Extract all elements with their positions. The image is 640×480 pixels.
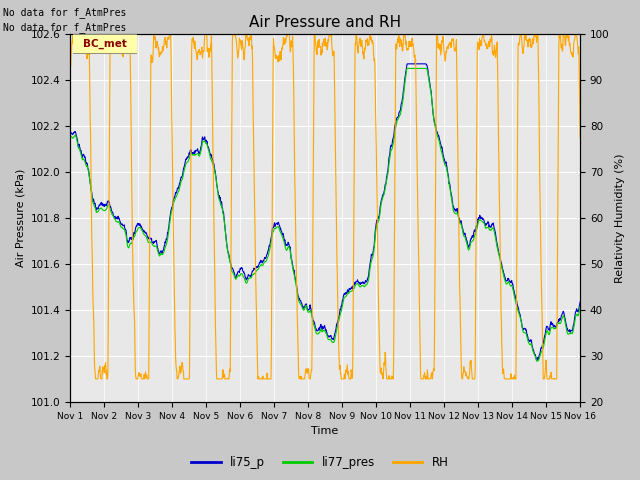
FancyBboxPatch shape [69, 34, 141, 54]
X-axis label: Time: Time [312, 426, 339, 436]
Legend: li75_p, li77_pres, RH: li75_p, li77_pres, RH [187, 452, 453, 474]
Y-axis label: Air Pressure (kPa): Air Pressure (kPa) [15, 169, 25, 267]
Y-axis label: Relativity Humidity (%): Relativity Humidity (%) [615, 153, 625, 283]
Title: Air Pressure and RH: Air Pressure and RH [249, 15, 401, 30]
Text: No data for f_AtmPres: No data for f_AtmPres [3, 7, 127, 18]
Text: BC_met: BC_met [83, 38, 127, 49]
Text: No data for f_AtmPres: No data for f_AtmPres [3, 22, 127, 33]
